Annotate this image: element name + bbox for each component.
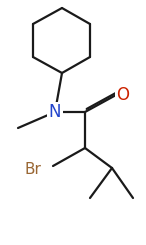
Text: N: N: [49, 103, 61, 121]
Text: O: O: [117, 86, 130, 104]
Text: Br: Br: [25, 162, 41, 177]
